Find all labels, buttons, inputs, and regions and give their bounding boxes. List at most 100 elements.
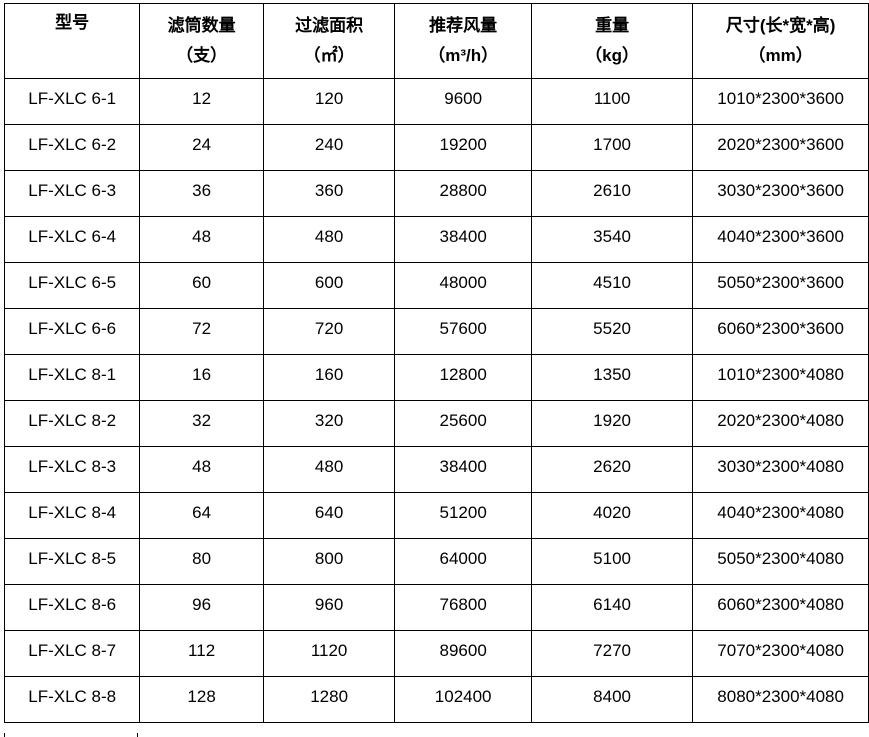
header-title: 过滤面积 bbox=[295, 16, 364, 35]
table-cell: 6060*2300*3600 bbox=[692, 308, 869, 355]
column-header: 推荐风量 （m³/h） bbox=[394, 3, 532, 79]
table-cell: LF-XLC 6-3 bbox=[3, 170, 141, 217]
table-cell: 5050*2300*3600 bbox=[692, 262, 869, 309]
table-cell: 2020*2300*4080 bbox=[692, 400, 869, 447]
table-cell: 24 bbox=[139, 124, 264, 171]
table-cell: LF-XLC 8-2 bbox=[3, 400, 141, 447]
table-cell: 480 bbox=[262, 446, 396, 493]
column-header: 过滤面积 （㎡） bbox=[262, 3, 396, 79]
table-cell: 60 bbox=[139, 262, 264, 309]
table-cell: 4510 bbox=[530, 262, 694, 309]
table-cell: 6060*2300*4080 bbox=[692, 584, 869, 631]
table-cell: LF-XLC 8-7 bbox=[3, 630, 141, 677]
table-cell: 64000 bbox=[394, 538, 532, 585]
table-cell: LF-XLC 6-4 bbox=[3, 216, 141, 263]
column-header: 滤筒数量 （支） bbox=[139, 3, 264, 79]
table-cell: LF-XLC 8-4 bbox=[3, 492, 141, 539]
header-unit: （kg） bbox=[585, 46, 640, 65]
table-cell: 320 bbox=[262, 400, 396, 447]
table-row: LF-XLC 6-6 72 720 57600 5520 6060*2300*3600 bbox=[3, 308, 869, 355]
table-cell: 1100 bbox=[530, 78, 694, 125]
table-row: LF-XLC 8-1 16 160 12800 1350 1010*2300*4080 bbox=[3, 354, 869, 401]
table-cell: 5520 bbox=[530, 308, 694, 355]
table-row: LF-XLC 6-3 36 360 28800 2610 3030*2300*3600 bbox=[3, 170, 869, 217]
table-row: LF-XLC 6-5 60 600 48000 4510 5050*2300*3600 bbox=[3, 262, 869, 309]
table-cell: 480 bbox=[262, 216, 396, 263]
table-cell: 16 bbox=[139, 354, 264, 401]
table-cell: 3540 bbox=[530, 216, 694, 263]
table-cell: 48 bbox=[139, 216, 264, 263]
header-unit: （㎡） bbox=[303, 46, 355, 65]
table-cell: 64 bbox=[139, 492, 264, 539]
table-cell: 1350 bbox=[530, 354, 694, 401]
table-cell: 38400 bbox=[394, 446, 532, 493]
table-cell: LF-XLC 6-5 bbox=[3, 262, 141, 309]
table-cell: 76800 bbox=[394, 584, 532, 631]
table-border-fragment bbox=[4, 733, 5, 737]
table-cell: 2020*2300*3600 bbox=[692, 124, 869, 171]
table-cell: 128 bbox=[139, 676, 264, 723]
table-cell: 12 bbox=[139, 78, 264, 125]
table-cell: 8080*2300*4080 bbox=[692, 676, 869, 723]
table-row: LF-XLC 8-2 32 320 25600 1920 2020*2300*4080 bbox=[3, 400, 869, 447]
table-cell: 960 bbox=[262, 584, 396, 631]
table-cell: 48000 bbox=[394, 262, 532, 309]
table-row: LF-XLC 8-7 112 1120 89600 7270 7070*2300*4080 bbox=[3, 630, 869, 677]
table-cell: 102400 bbox=[394, 676, 532, 723]
header-title: 重量 bbox=[595, 16, 630, 35]
table-cell: 2620 bbox=[530, 446, 694, 493]
table-cell: 72 bbox=[139, 308, 264, 355]
table-row: LF-XLC 8-6 96 960 76800 6140 6060*2300*4080 bbox=[3, 584, 869, 631]
table-cell: 48 bbox=[139, 446, 264, 493]
header-unit: （mm） bbox=[748, 46, 813, 65]
table-cell: 112 bbox=[139, 630, 264, 677]
table-cell: 2610 bbox=[530, 170, 694, 217]
table-cell: 1280 bbox=[262, 676, 396, 723]
table-cell: 8400 bbox=[530, 676, 694, 723]
table-cell: LF-XLC 8-3 bbox=[3, 446, 141, 493]
table-cell: 160 bbox=[262, 354, 396, 401]
table-cell: 4040*2300*4080 bbox=[692, 492, 869, 539]
table-cell: 4020 bbox=[530, 492, 694, 539]
table-cell: LF-XLC 6-6 bbox=[3, 308, 141, 355]
header-unit: （支） bbox=[176, 46, 228, 65]
table-cell: 6140 bbox=[530, 584, 694, 631]
table-cell: 36 bbox=[139, 170, 264, 217]
table-border-fragment bbox=[137, 733, 138, 737]
table-cell: 1010*2300*4080 bbox=[692, 354, 869, 401]
table-cell: LF-XLC 6-1 bbox=[3, 78, 141, 125]
table-cell: 32 bbox=[139, 400, 264, 447]
table-cell: 1920 bbox=[530, 400, 694, 447]
table-row: LF-XLC 8-8 128 1280 102400 8400 8080*2300*408… bbox=[3, 676, 869, 723]
table-cell: 800 bbox=[262, 538, 396, 585]
spec-table: 型号 滤筒数量 （支） 过滤面积 （㎡） 推荐风量 （m³/h） 重量 （kg） 尺寸(长*宽*高… bbox=[3, 3, 869, 723]
table-cell: LF-XLC 8-8 bbox=[3, 676, 141, 723]
header-title: 尺寸(长*宽*高) bbox=[725, 16, 836, 35]
table-cell: 1010*2300*3600 bbox=[692, 78, 869, 125]
header-title: 滤筒数量 bbox=[167, 16, 236, 35]
table-row: LF-XLC 6-4 48 480 38400 3540 4040*2300*3600 bbox=[3, 216, 869, 263]
table-cell: 1700 bbox=[530, 124, 694, 171]
header-row: 型号 滤筒数量 （支） 过滤面积 （㎡） 推荐风量 （m³/h） 重量 （kg） 尺寸(长*宽*高… bbox=[3, 3, 869, 79]
table-cell: 4040*2300*3600 bbox=[692, 216, 869, 263]
table-cell: 5100 bbox=[530, 538, 694, 585]
table-cell: 240 bbox=[262, 124, 396, 171]
header-title: 推荐风量 bbox=[429, 16, 498, 35]
table-cell: LF-XLC 8-6 bbox=[3, 584, 141, 631]
table-cell: 3030*2300*3600 bbox=[692, 170, 869, 217]
table-row: LF-XLC 6-2 24 240 19200 1700 2020*2300*3600 bbox=[3, 124, 869, 171]
table-cell: 9600 bbox=[394, 78, 532, 125]
table-cell: LF-XLC 8-1 bbox=[3, 354, 141, 401]
table-cell: 640 bbox=[262, 492, 396, 539]
header-title: 型号 bbox=[55, 13, 90, 32]
table-cell: 38400 bbox=[394, 216, 532, 263]
table-row: LF-XLC 8-5 80 800 64000 5100 5050*2300*4080 bbox=[3, 538, 869, 585]
column-header: 型号 bbox=[3, 3, 141, 79]
table-cell: 80 bbox=[139, 538, 264, 585]
table-cell: LF-XLC 8-5 bbox=[3, 538, 141, 585]
table-cell: 7270 bbox=[530, 630, 694, 677]
table-cell: 12800 bbox=[394, 354, 532, 401]
table-row: LF-XLC 6-1 12 120 9600 1100 1010*2300*3600 bbox=[3, 78, 869, 125]
table-cell: 5050*2300*4080 bbox=[692, 538, 869, 585]
table-cell: 57600 bbox=[394, 308, 532, 355]
